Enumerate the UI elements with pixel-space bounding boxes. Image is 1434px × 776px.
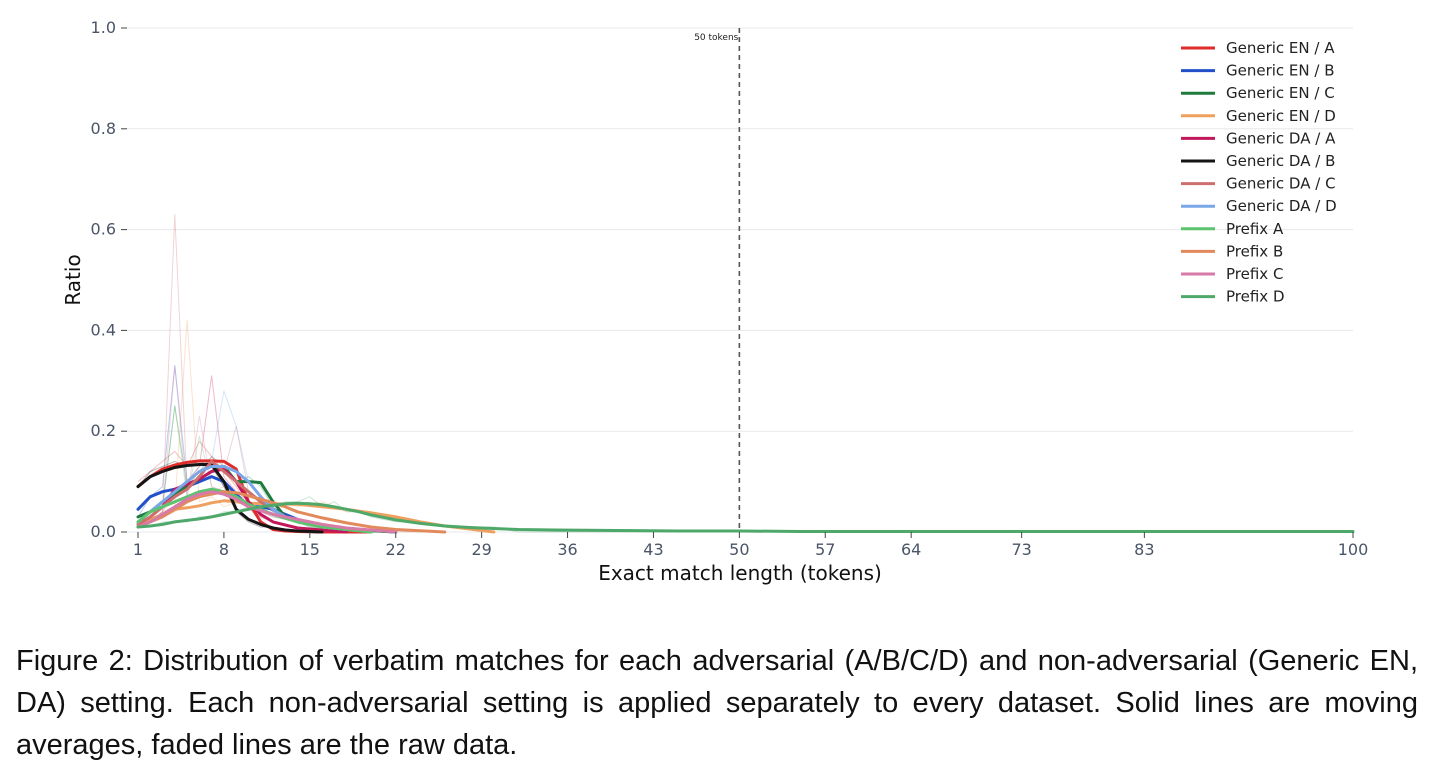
raw-data-lines bbox=[137, 214, 1353, 533]
verbatim-match-chart: 50 tokens 0.0 0.2 0.4 0.6 0.8 1.0 1 8 15 22 29 36 4… bbox=[61, 18, 1368, 585]
y-axis-title: Ratio bbox=[61, 254, 85, 305]
avg-line-prefix-a bbox=[136, 487, 373, 534]
x-tick-label: 29 bbox=[471, 540, 491, 559]
y-tick-label: 0.4 bbox=[91, 320, 116, 339]
legend-label-prefix-b: Prefix B bbox=[1226, 242, 1283, 260]
x-tick-label: 8 bbox=[219, 540, 229, 559]
legend: Generic EN / A Generic EN / B Generic EN /… bbox=[1181, 39, 1337, 306]
avg-line-prefix-b bbox=[136, 490, 447, 534]
x-tick-label: 100 bbox=[1338, 540, 1369, 559]
x-tick-label: 22 bbox=[386, 540, 406, 559]
x-tick-label: 73 bbox=[1011, 540, 1031, 559]
x-tick-label: 36 bbox=[557, 540, 577, 559]
legend-label-generic-en-a: Generic EN / A bbox=[1226, 39, 1335, 57]
raw-line-generic-da-c bbox=[137, 214, 372, 533]
x-tick-label: 1 bbox=[133, 540, 143, 559]
x-axis-title: Exact match length (tokens) bbox=[598, 561, 882, 585]
y-tick-label: 0.2 bbox=[91, 421, 116, 440]
legend-label-generic-da-d: Generic DA / D bbox=[1226, 197, 1337, 215]
legend-label-prefix-a: Prefix A bbox=[1226, 220, 1284, 238]
y-tick-label: 1.0 bbox=[91, 18, 116, 37]
avg-line-prefix-c bbox=[136, 490, 398, 534]
x-tick-label: 50 bbox=[729, 540, 749, 559]
x-tick-label: 15 bbox=[300, 540, 320, 559]
legend-label-generic-en-c: Generic EN / C bbox=[1226, 84, 1335, 102]
reference-line-label: 50 tokens bbox=[694, 33, 738, 43]
avg-line-generic-da-b bbox=[136, 463, 324, 534]
y-tick-label: 0.0 bbox=[91, 522, 116, 541]
raw-line-generic-en-a bbox=[137, 440, 372, 533]
x-tick-label: 43 bbox=[643, 540, 663, 559]
legend-label-generic-da-a: Generic DA / A bbox=[1226, 129, 1336, 147]
moving-average-lines bbox=[136, 459, 1355, 534]
x-tick-label: 57 bbox=[815, 540, 835, 559]
x-tick-label: 83 bbox=[1134, 540, 1154, 559]
legend-label-prefix-c: Prefix C bbox=[1226, 265, 1283, 283]
legend-label-generic-en-d: Generic EN / D bbox=[1226, 107, 1336, 125]
y-axis: 0.0 0.2 0.4 0.6 0.8 1.0 bbox=[91, 18, 127, 541]
y-tick-label: 0.8 bbox=[91, 119, 116, 138]
x-tick-label: 64 bbox=[901, 540, 921, 559]
legend-label-generic-da-b: Generic DA / B bbox=[1226, 152, 1335, 170]
y-tick-label: 0.6 bbox=[91, 220, 116, 239]
avg-line-prefix-d bbox=[136, 501, 1355, 533]
figure-caption: Figure 2: Distribution of verbatim match… bbox=[16, 645, 1418, 761]
legend-label-prefix-d: Prefix D bbox=[1226, 288, 1285, 306]
legend-label-generic-en-b: Generic EN / B bbox=[1226, 62, 1335, 80]
reference-line-group: 50 tokens bbox=[694, 28, 741, 532]
legend-label-generic-da-c: Generic DA / C bbox=[1226, 175, 1336, 193]
x-axis: 1 8 15 22 29 36 43 50 57 64 73 83 100 bbox=[133, 532, 1368, 559]
